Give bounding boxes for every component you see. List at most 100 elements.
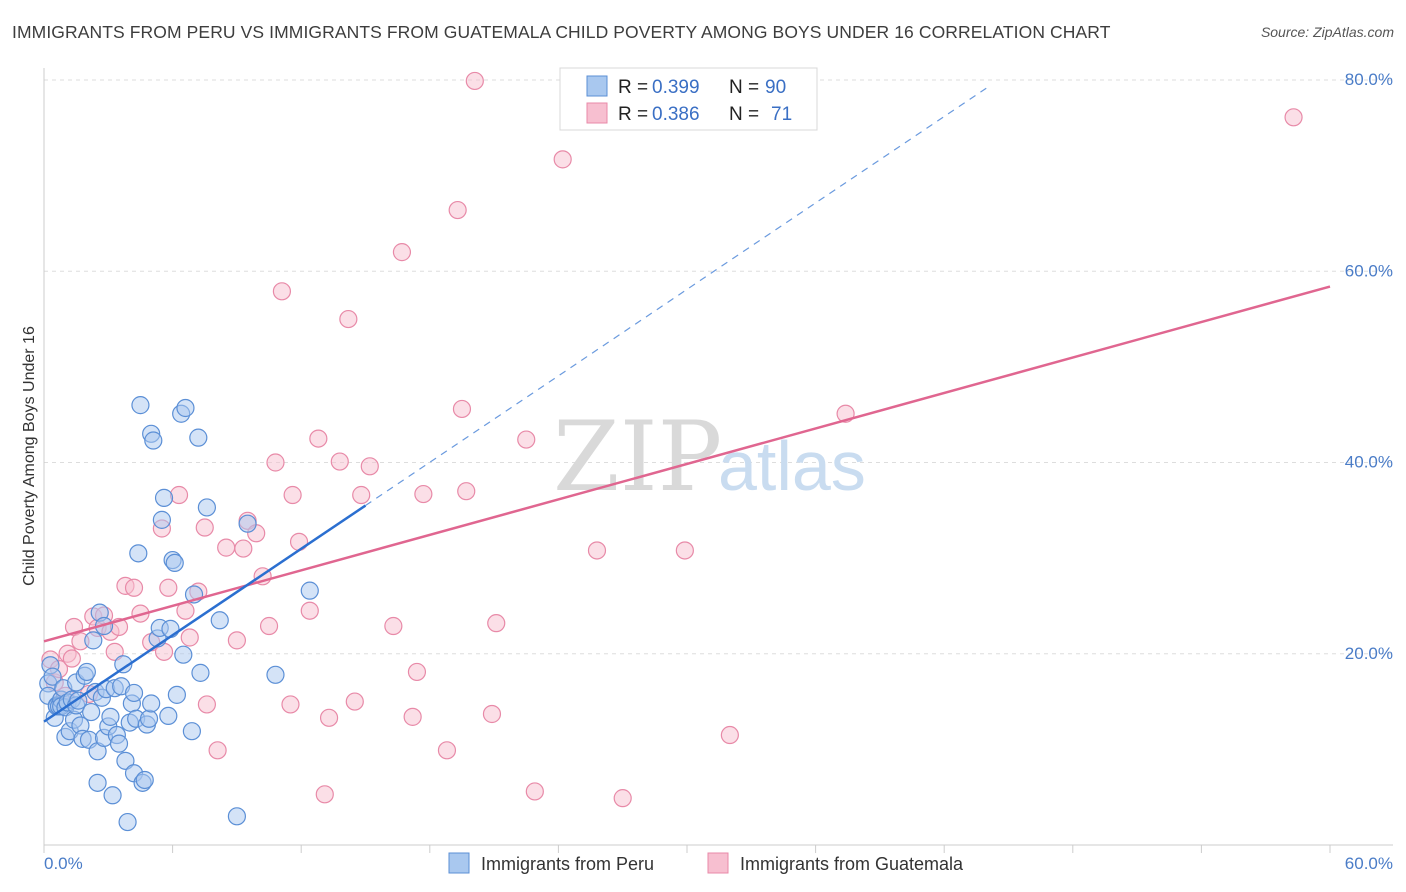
legend-peru-n-value: 90 [765, 77, 786, 98]
guatemala-point [300, 601, 319, 620]
guatemala-point [384, 616, 403, 636]
peru-point [101, 707, 120, 726]
peru-point [161, 619, 180, 638]
guatemala-point [289, 532, 309, 551]
guatemala-point [281, 695, 300, 714]
peru-trend-extension [365, 87, 988, 507]
y-axis-label: Child Poverty Among Boys Under 16 [21, 326, 38, 586]
guatemala-point [330, 452, 349, 471]
bottom-legend-peru: Immigrants from Peru [481, 854, 654, 874]
peru-point [300, 581, 319, 600]
peru-point [129, 544, 148, 563]
guatemala-point [234, 539, 253, 558]
peru-point [135, 770, 154, 790]
guatemala-point [180, 628, 199, 647]
y-tick-40: 40.0% [1345, 453, 1393, 472]
guatemala-point [414, 484, 433, 504]
peru-point [210, 611, 229, 630]
guatemala-point [309, 429, 328, 448]
guatemala-point [315, 785, 334, 804]
guatemala-point [465, 71, 484, 91]
legend-guat-r-value: 0.386 [652, 104, 700, 125]
y-tick-80: 80.0% [1345, 70, 1393, 89]
peru-point [165, 553, 184, 573]
peru-point [174, 645, 193, 664]
peru-point [152, 510, 171, 529]
peru-point [227, 807, 246, 826]
guatemala-trend-line [43, 285, 1331, 643]
y-tick-60: 60.0% [1345, 261, 1393, 280]
chart-title: IMMIGRANTS FROM PERU VS IMMIGRANTS FROM … [12, 22, 1111, 42]
guatemala-point [272, 282, 292, 301]
peru-point [43, 667, 62, 686]
watermark-zip: ZIP [553, 401, 722, 513]
peru-point [167, 685, 186, 704]
guatemala-point [345, 692, 364, 711]
guatemala-point [525, 782, 544, 801]
legend-peru-r-label: R = [618, 77, 648, 98]
peru-point [144, 431, 163, 450]
peru-point [103, 786, 122, 805]
guatemala-point [169, 485, 189, 505]
guatemala-point [195, 518, 214, 537]
peru-point [197, 498, 216, 517]
legend-peru-r-value: 0.399 [652, 77, 700, 98]
series-legend: Immigrants from Peru Immigrants from Gua… [448, 852, 964, 874]
legend-guat-n-value: 71 [771, 104, 792, 125]
guatemala-point [266, 453, 285, 472]
guatemala-point [517, 430, 536, 449]
trend-lines [43, 87, 1331, 723]
guatemala-point [62, 649, 81, 668]
guatemala-point [283, 485, 302, 505]
peru-point [118, 812, 137, 832]
guatemala-point [448, 200, 467, 220]
guatemala-point [352, 485, 371, 505]
x-tick-max: 60.0% [1345, 854, 1393, 873]
legend-guat-n-label: N = [729, 104, 759, 125]
guatemala-point [407, 662, 427, 682]
peru-point [159, 706, 178, 726]
peru-point [116, 751, 135, 770]
peru-point [238, 514, 257, 533]
peru-point [189, 428, 208, 447]
guatemala-point [360, 457, 379, 476]
peru-point [109, 734, 129, 753]
peru-points [39, 396, 319, 832]
peru-trend-line [43, 504, 367, 723]
legend-swatch-peru [586, 75, 608, 97]
peru-point [266, 665, 285, 684]
guatemala-point [217, 538, 236, 557]
guatemala-point [259, 616, 279, 636]
peru-point [114, 655, 133, 674]
guatemala-point [319, 708, 339, 727]
x-tick-min: 0.0% [44, 854, 83, 873]
guatemala-point [587, 541, 607, 560]
correlation-legend: R = 0.399 N = 90 R = 0.386 N = 71 [559, 67, 818, 131]
x-tick-labels: 0.0% 60.0% [44, 854, 1393, 873]
peru-point [154, 488, 174, 507]
guatemala-point [403, 707, 422, 726]
peru-point [142, 694, 161, 713]
legend-swatch-guatemala [586, 102, 608, 124]
watermark-atlas: atlas [718, 427, 866, 505]
guatemala-point [208, 741, 227, 760]
legend-peru-n-label: N = [729, 77, 759, 98]
guatemala-point [482, 704, 502, 724]
guatemala-point [105, 642, 124, 661]
peru-point [88, 773, 107, 792]
guatemala-point [159, 578, 178, 597]
guatemala-point [452, 399, 472, 419]
grid-lines [44, 79, 1393, 655]
peru-point [139, 709, 159, 728]
peru-point [124, 683, 144, 703]
guatemala-point [613, 789, 632, 808]
peru-point [191, 663, 210, 682]
y-tick-20: 20.0% [1345, 644, 1393, 663]
bottom-legend-swatch-guatemala [707, 852, 729, 874]
guatemala-point [124, 578, 144, 597]
peru-point [84, 631, 103, 650]
guatemala-point [197, 695, 216, 714]
guatemala-point [437, 741, 457, 760]
peru-point [82, 702, 101, 722]
guatemala-points [41, 71, 1303, 808]
